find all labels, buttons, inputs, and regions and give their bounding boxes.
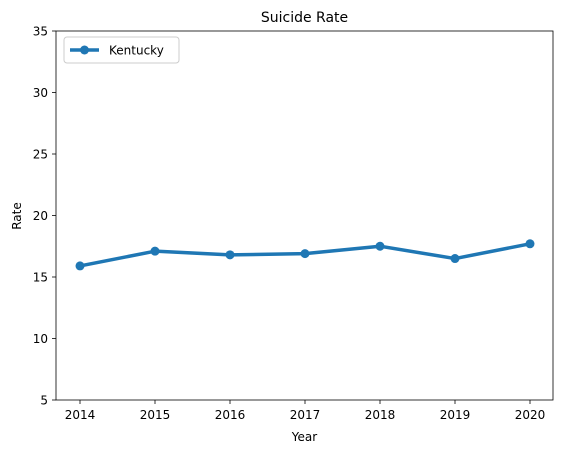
axes-frame <box>55 30 554 401</box>
data-point <box>450 254 460 264</box>
x-tick-label: 2017 <box>290 408 321 422</box>
legend-label: Kentucky <box>109 44 164 58</box>
data-point <box>225 250 235 260</box>
data-point <box>375 241 385 251</box>
y-tick-label: 30 <box>33 86 48 100</box>
legend-box <box>63 36 180 64</box>
data-point <box>75 261 85 271</box>
y-tick-label: 20 <box>33 209 48 223</box>
data-point <box>300 249 310 259</box>
x-tick-label: 2019 <box>440 408 471 422</box>
x-tick-label: 2015 <box>140 408 171 422</box>
chart-title: Suicide Rate <box>261 10 348 26</box>
x-tick-label: 2016 <box>215 408 246 422</box>
x-tick-label: 2018 <box>365 408 396 422</box>
y-tick-label: 15 <box>33 271 48 285</box>
y-tick-label: 10 <box>33 332 48 346</box>
y-tick-label: 35 <box>33 25 48 39</box>
x-axis-label: Year <box>291 430 317 444</box>
x-tick-label: 2020 <box>515 408 546 422</box>
data-point <box>150 246 160 256</box>
data-point <box>525 239 535 249</box>
y-axis-label: Rate <box>10 202 24 230</box>
legend-marker <box>80 45 89 55</box>
y-tick-label: 25 <box>33 148 48 162</box>
plot-area: 5 10 15 20 25 30 35 2014 2015 2016 2017 2018 2019 202… <box>33 25 554 422</box>
y-tick-label: 5 <box>40 394 48 408</box>
x-tick-label: 2014 <box>65 408 96 422</box>
